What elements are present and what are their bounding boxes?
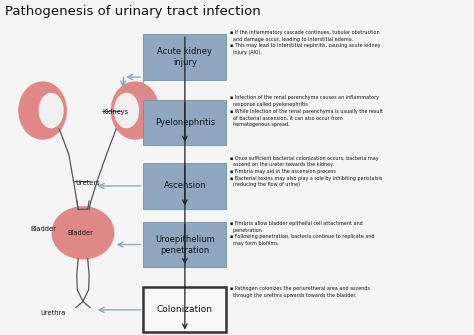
Text: Pathogenesis of urinary tract infection: Pathogenesis of urinary tract infection xyxy=(5,5,261,18)
FancyBboxPatch shape xyxy=(143,35,226,80)
Text: ▪ Infection of the renal parenchyma causes an inflammatory
  response called pye: ▪ Infection of the renal parenchyma caus… xyxy=(230,95,383,127)
Text: Acute kidney
injury: Acute kidney injury xyxy=(157,47,212,67)
Text: Colonization: Colonization xyxy=(157,306,213,314)
Text: ▪ Fimbria allow bladder epithelial cell attachment and
  penetration
▪ Following: ▪ Fimbria allow bladder epithelial cell … xyxy=(230,221,374,246)
Ellipse shape xyxy=(19,82,66,139)
Text: Urethra: Urethra xyxy=(40,310,66,316)
Ellipse shape xyxy=(39,93,63,128)
Text: Ureters: Ureters xyxy=(76,180,100,186)
Ellipse shape xyxy=(52,207,114,259)
Ellipse shape xyxy=(111,82,159,139)
FancyBboxPatch shape xyxy=(143,222,226,267)
FancyBboxPatch shape xyxy=(143,100,226,145)
FancyBboxPatch shape xyxy=(143,287,226,332)
Text: Ascension: Ascension xyxy=(164,182,206,190)
Text: ▪ Pathogen colonizes the periuretheral area and ascends
  through the urethra up: ▪ Pathogen colonizes the periuretheral a… xyxy=(230,286,370,298)
Text: ▪ Once sufficient bacterial colonization occurs, bacteria may
  ascend on the ur: ▪ Once sufficient bacterial colonization… xyxy=(230,156,382,187)
Text: ▪ If the inflammatory cascade continues, tubular obstruction
  and damage occur,: ▪ If the inflammatory cascade continues,… xyxy=(230,30,381,55)
Text: Pyelonephritis: Pyelonephritis xyxy=(155,118,215,127)
FancyBboxPatch shape xyxy=(143,163,226,208)
Text: Bladder: Bladder xyxy=(68,230,93,236)
Text: Uroepithelium
penetration: Uroepithelium penetration xyxy=(155,234,215,255)
Text: Kidneys: Kidneys xyxy=(102,109,128,115)
Text: Bladder: Bladder xyxy=(31,226,57,232)
Ellipse shape xyxy=(115,93,138,128)
